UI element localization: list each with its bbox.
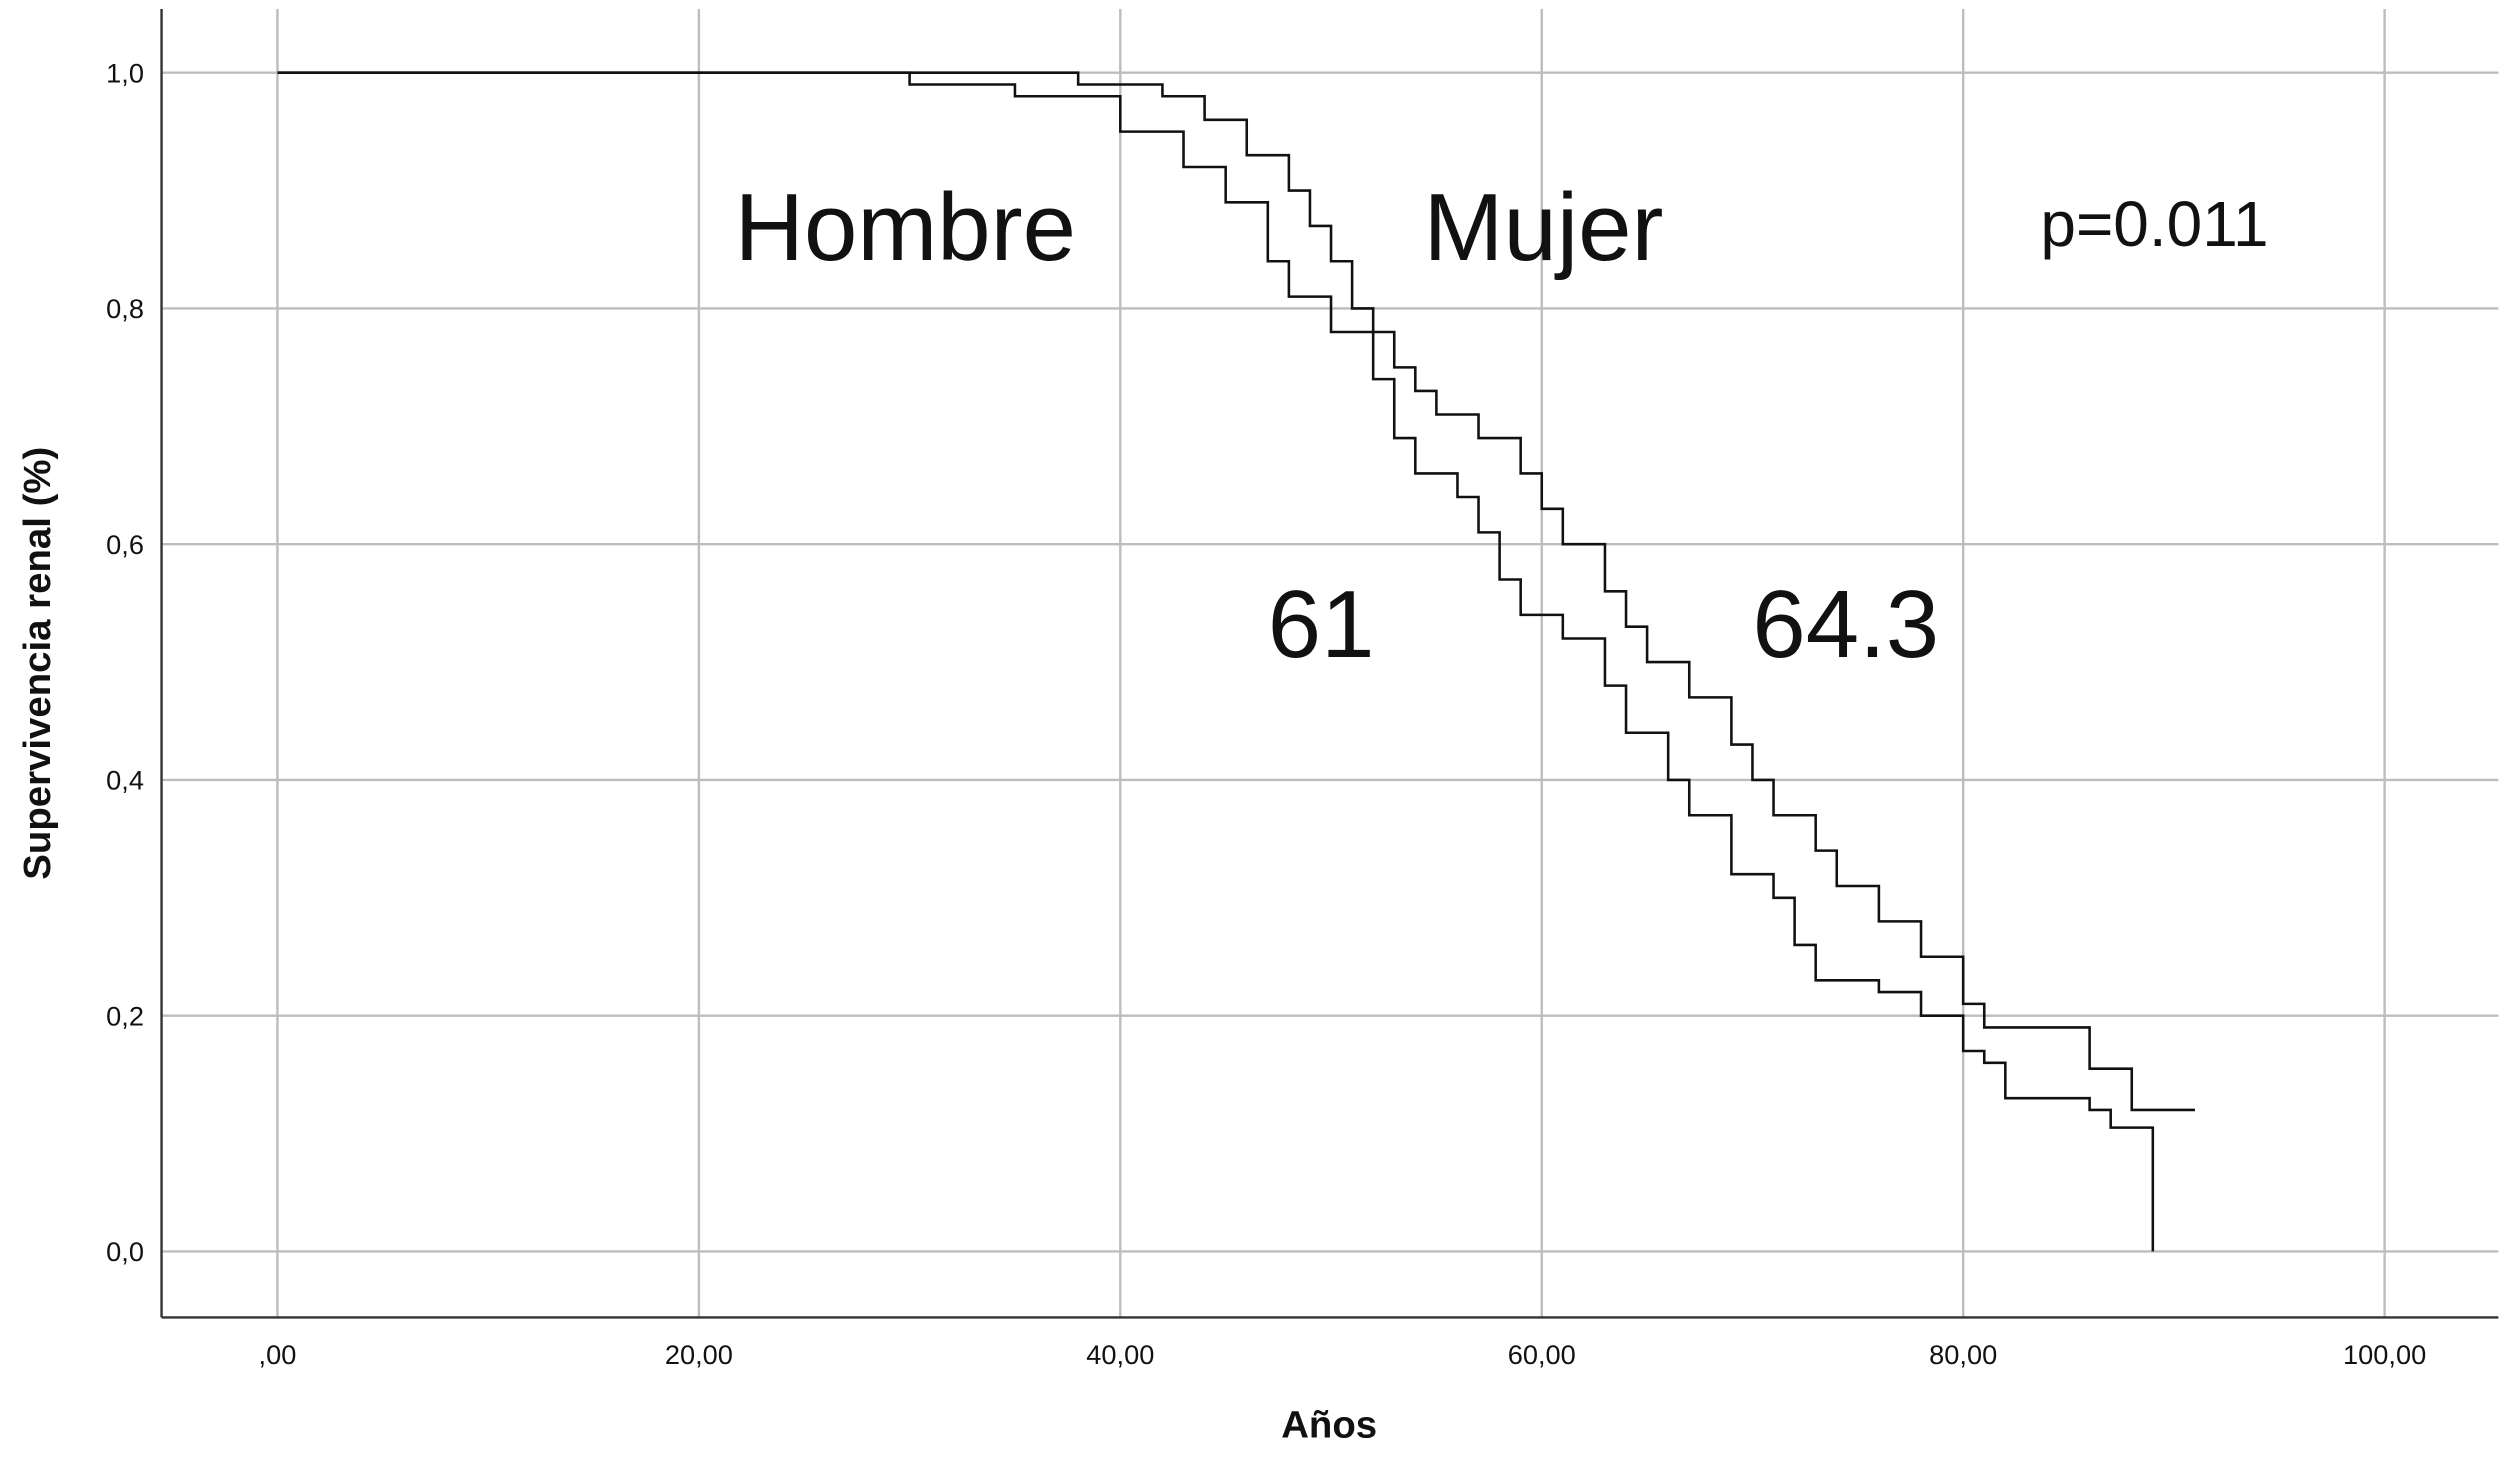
- y-axis-label: Supervivencia renal (%): [16, 447, 59, 880]
- y-tick-label: 0,8: [106, 293, 144, 324]
- y-tick-label: 0,2: [106, 1000, 144, 1031]
- survival-curve: [277, 71, 2195, 1112]
- x-tick-label: 100,00: [2343, 1339, 2426, 1370]
- y-tick-label: 0,4: [106, 765, 144, 796]
- annotation: Mujer: [1424, 174, 1664, 281]
- x-tick-label: 20,00: [665, 1339, 733, 1370]
- annotation: Hombre: [735, 174, 1076, 281]
- survival-curve: [277, 71, 2155, 1252]
- y-tick-label: 0,6: [106, 529, 144, 560]
- annotation: p=0.011: [2040, 188, 2268, 260]
- x-tick-label: 40,00: [1086, 1339, 1154, 1370]
- x-axis-label: Años: [1281, 1403, 1377, 1446]
- x-tick-label: 60,00: [1508, 1339, 1576, 1370]
- y-tick-label: 1,0: [106, 57, 144, 88]
- annotation: 64.3: [1752, 571, 1939, 678]
- annotation: 61: [1268, 571, 1375, 678]
- x-tick-label: 80,00: [1929, 1339, 1997, 1370]
- x-tick-label: ,00: [259, 1339, 297, 1370]
- y-tick-label: 0,0: [106, 1236, 144, 1267]
